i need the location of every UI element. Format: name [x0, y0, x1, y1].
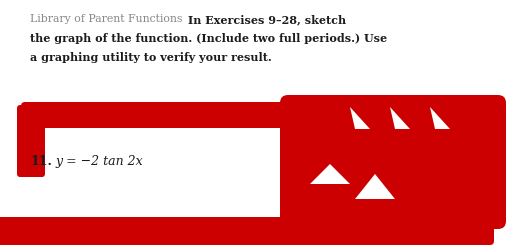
Text: 11.: 11.	[30, 154, 52, 167]
Polygon shape	[390, 108, 410, 130]
FancyBboxPatch shape	[280, 96, 506, 229]
Text: the graph of the function. (Include two full periods.) Use: the graph of the function. (Include two …	[30, 33, 387, 44]
Polygon shape	[310, 164, 350, 184]
Polygon shape	[430, 108, 450, 130]
FancyBboxPatch shape	[21, 103, 484, 129]
FancyBboxPatch shape	[0, 217, 494, 245]
Polygon shape	[355, 174, 395, 199]
Polygon shape	[350, 108, 370, 130]
Polygon shape	[28, 100, 490, 121]
Text: In Exercises 9–28, sketch: In Exercises 9–28, sketch	[188, 14, 346, 25]
FancyBboxPatch shape	[17, 106, 53, 128]
FancyBboxPatch shape	[17, 119, 45, 177]
Text: a graphing utility to verify your result.: a graphing utility to verify your result…	[30, 52, 272, 63]
Text: y = −2 tan 2x: y = −2 tan 2x	[55, 154, 143, 167]
Text: Library of Parent Functions: Library of Parent Functions	[30, 14, 182, 24]
